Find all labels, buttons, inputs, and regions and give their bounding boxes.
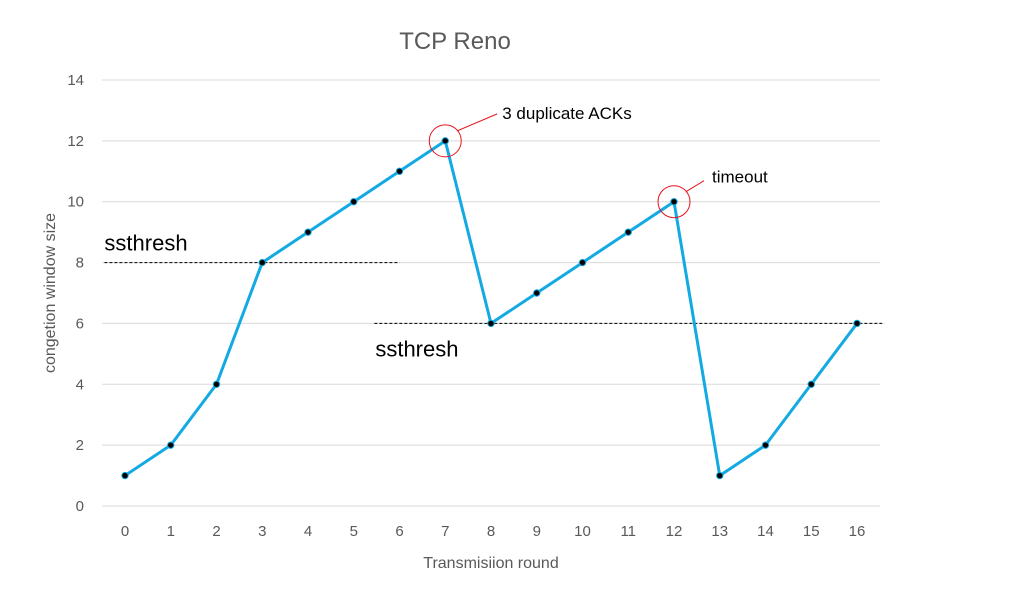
y-tick-label: 14 xyxy=(67,72,84,89)
x-tick-label: 11 xyxy=(620,523,636,540)
data-point xyxy=(167,441,175,449)
x-tick-label: 3 xyxy=(258,523,266,540)
data-point xyxy=(761,441,770,449)
x-tick-label: 13 xyxy=(711,523,728,540)
data-point xyxy=(624,228,632,236)
annotation-label: timeout xyxy=(712,168,768,187)
annotations-layer: 3 duplicate ACKs timeout xyxy=(428,104,768,219)
data-point xyxy=(258,258,266,267)
data-point xyxy=(670,198,678,206)
markers-layer xyxy=(121,137,861,480)
data-point xyxy=(441,137,449,145)
x-tick-label: 1 xyxy=(167,523,175,540)
y-tick-label: 4 xyxy=(76,376,84,393)
ssthresh-label: ssthresh xyxy=(104,231,187,256)
data-point xyxy=(121,471,129,480)
annotation-circle xyxy=(657,185,691,219)
x-tick-labels: 0 1 2 3 4 5 6 7 8 9 10 11 12 13 14 15 16 xyxy=(121,523,866,540)
ssthresh-lines: ssthresh ssthresh xyxy=(104,231,885,361)
data-point xyxy=(487,319,495,328)
x-tick-label: 9 xyxy=(533,523,541,540)
y-tick-label: 6 xyxy=(76,315,84,332)
y-tick-label: 8 xyxy=(76,255,84,272)
y-tick-label: 12 xyxy=(67,133,84,150)
x-tick-label: 12 xyxy=(666,523,683,540)
data-point xyxy=(533,289,541,297)
x-axis-label: Transmisiion round xyxy=(423,555,558,572)
data-point xyxy=(853,319,861,328)
x-tick-label: 7 xyxy=(441,523,449,540)
gridlines xyxy=(102,79,880,507)
x-tick-label: 4 xyxy=(304,523,312,540)
data-point xyxy=(350,198,358,206)
y-tick-label: 10 xyxy=(67,194,84,211)
x-tick-label: 15 xyxy=(803,523,820,540)
y-axis-label: congetion window size xyxy=(42,213,59,373)
data-point xyxy=(212,380,221,388)
series-line xyxy=(124,139,859,478)
series-layer xyxy=(124,139,859,478)
x-tick-label: 16 xyxy=(849,523,866,540)
y-tick-labels: 0 2 4 6 8 10 12 14 xyxy=(67,72,84,515)
x-tick-label: 10 xyxy=(574,523,591,540)
data-point xyxy=(304,228,312,236)
data-point xyxy=(807,380,815,388)
data-point xyxy=(395,167,404,175)
x-tick-label: 6 xyxy=(395,523,403,540)
data-point xyxy=(716,471,724,480)
ssthresh-label: ssthresh xyxy=(375,336,458,361)
y-tick-label: 2 xyxy=(76,437,84,454)
x-tick-label: 8 xyxy=(487,523,495,540)
chart-title: TCP Reno xyxy=(399,28,511,55)
annotation-label: 3 duplicate ACKs xyxy=(502,104,631,123)
annotation-leader xyxy=(685,180,705,193)
x-tick-label: 14 xyxy=(757,523,774,540)
x-tick-label: 5 xyxy=(350,523,358,540)
annotation-circle xyxy=(428,124,462,158)
annotation-leader xyxy=(457,113,498,132)
y-tick-label: 0 xyxy=(76,498,84,515)
x-tick-label: 2 xyxy=(212,523,220,540)
data-point xyxy=(578,258,587,267)
x-tick-label: 0 xyxy=(121,523,129,540)
